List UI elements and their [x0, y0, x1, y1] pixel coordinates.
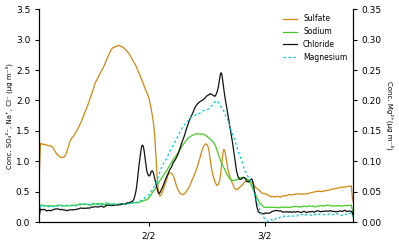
Sodium [188, 135, 192, 138]
Sodium [224, 172, 229, 175]
Chloride [206, 93, 211, 96]
Chloride [224, 104, 229, 107]
Sodium [186, 137, 190, 140]
Sodium [194, 132, 199, 135]
Magnesium [37, 211, 41, 214]
Sulfate [116, 44, 121, 47]
Chloride [294, 210, 299, 213]
Chloride [350, 213, 355, 216]
Sulfate [186, 186, 191, 189]
Line: Sulfate: Sulfate [39, 46, 353, 201]
Sulfate [294, 192, 299, 195]
Sodium [37, 211, 41, 214]
Magnesium [344, 213, 349, 216]
Sulfate [207, 152, 212, 155]
Sodium [207, 137, 212, 140]
Magnesium [266, 220, 271, 223]
Magnesium [215, 99, 219, 102]
Magnesium [188, 117, 192, 120]
Chloride [219, 71, 224, 74]
Chloride [186, 123, 190, 126]
Line: Sodium: Sodium [39, 134, 353, 212]
Sulfate [224, 159, 229, 162]
Y-axis label: Conc. SO₄²⁻, Na⁺, Cl⁻ (μg m⁻³): Conc. SO₄²⁻, Na⁺, Cl⁻ (μg m⁻³) [6, 63, 13, 169]
Sodium [350, 210, 355, 213]
Chloride [37, 214, 41, 217]
Sulfate [37, 173, 41, 176]
Magnesium [206, 107, 211, 110]
Sulfate [343, 185, 348, 188]
Legend: Sulfate, Sodium, Chloride, Magnesium: Sulfate, Sodium, Chloride, Magnesium [282, 13, 349, 63]
Magnesium [350, 216, 355, 219]
Magnesium [295, 214, 300, 217]
Chloride [343, 209, 348, 212]
Sulfate [188, 182, 193, 185]
Magnesium [224, 116, 229, 119]
Sodium [294, 205, 299, 208]
Sodium [343, 204, 348, 207]
Y-axis label: Conc. Mg²⁺(μg m⁻³): Conc. Mg²⁺(μg m⁻³) [386, 81, 393, 150]
Chloride [188, 118, 192, 121]
Line: Magnesium: Magnesium [39, 101, 353, 221]
Sulfate [350, 199, 355, 202]
Line: Chloride: Chloride [39, 73, 353, 216]
Magnesium [186, 119, 190, 122]
